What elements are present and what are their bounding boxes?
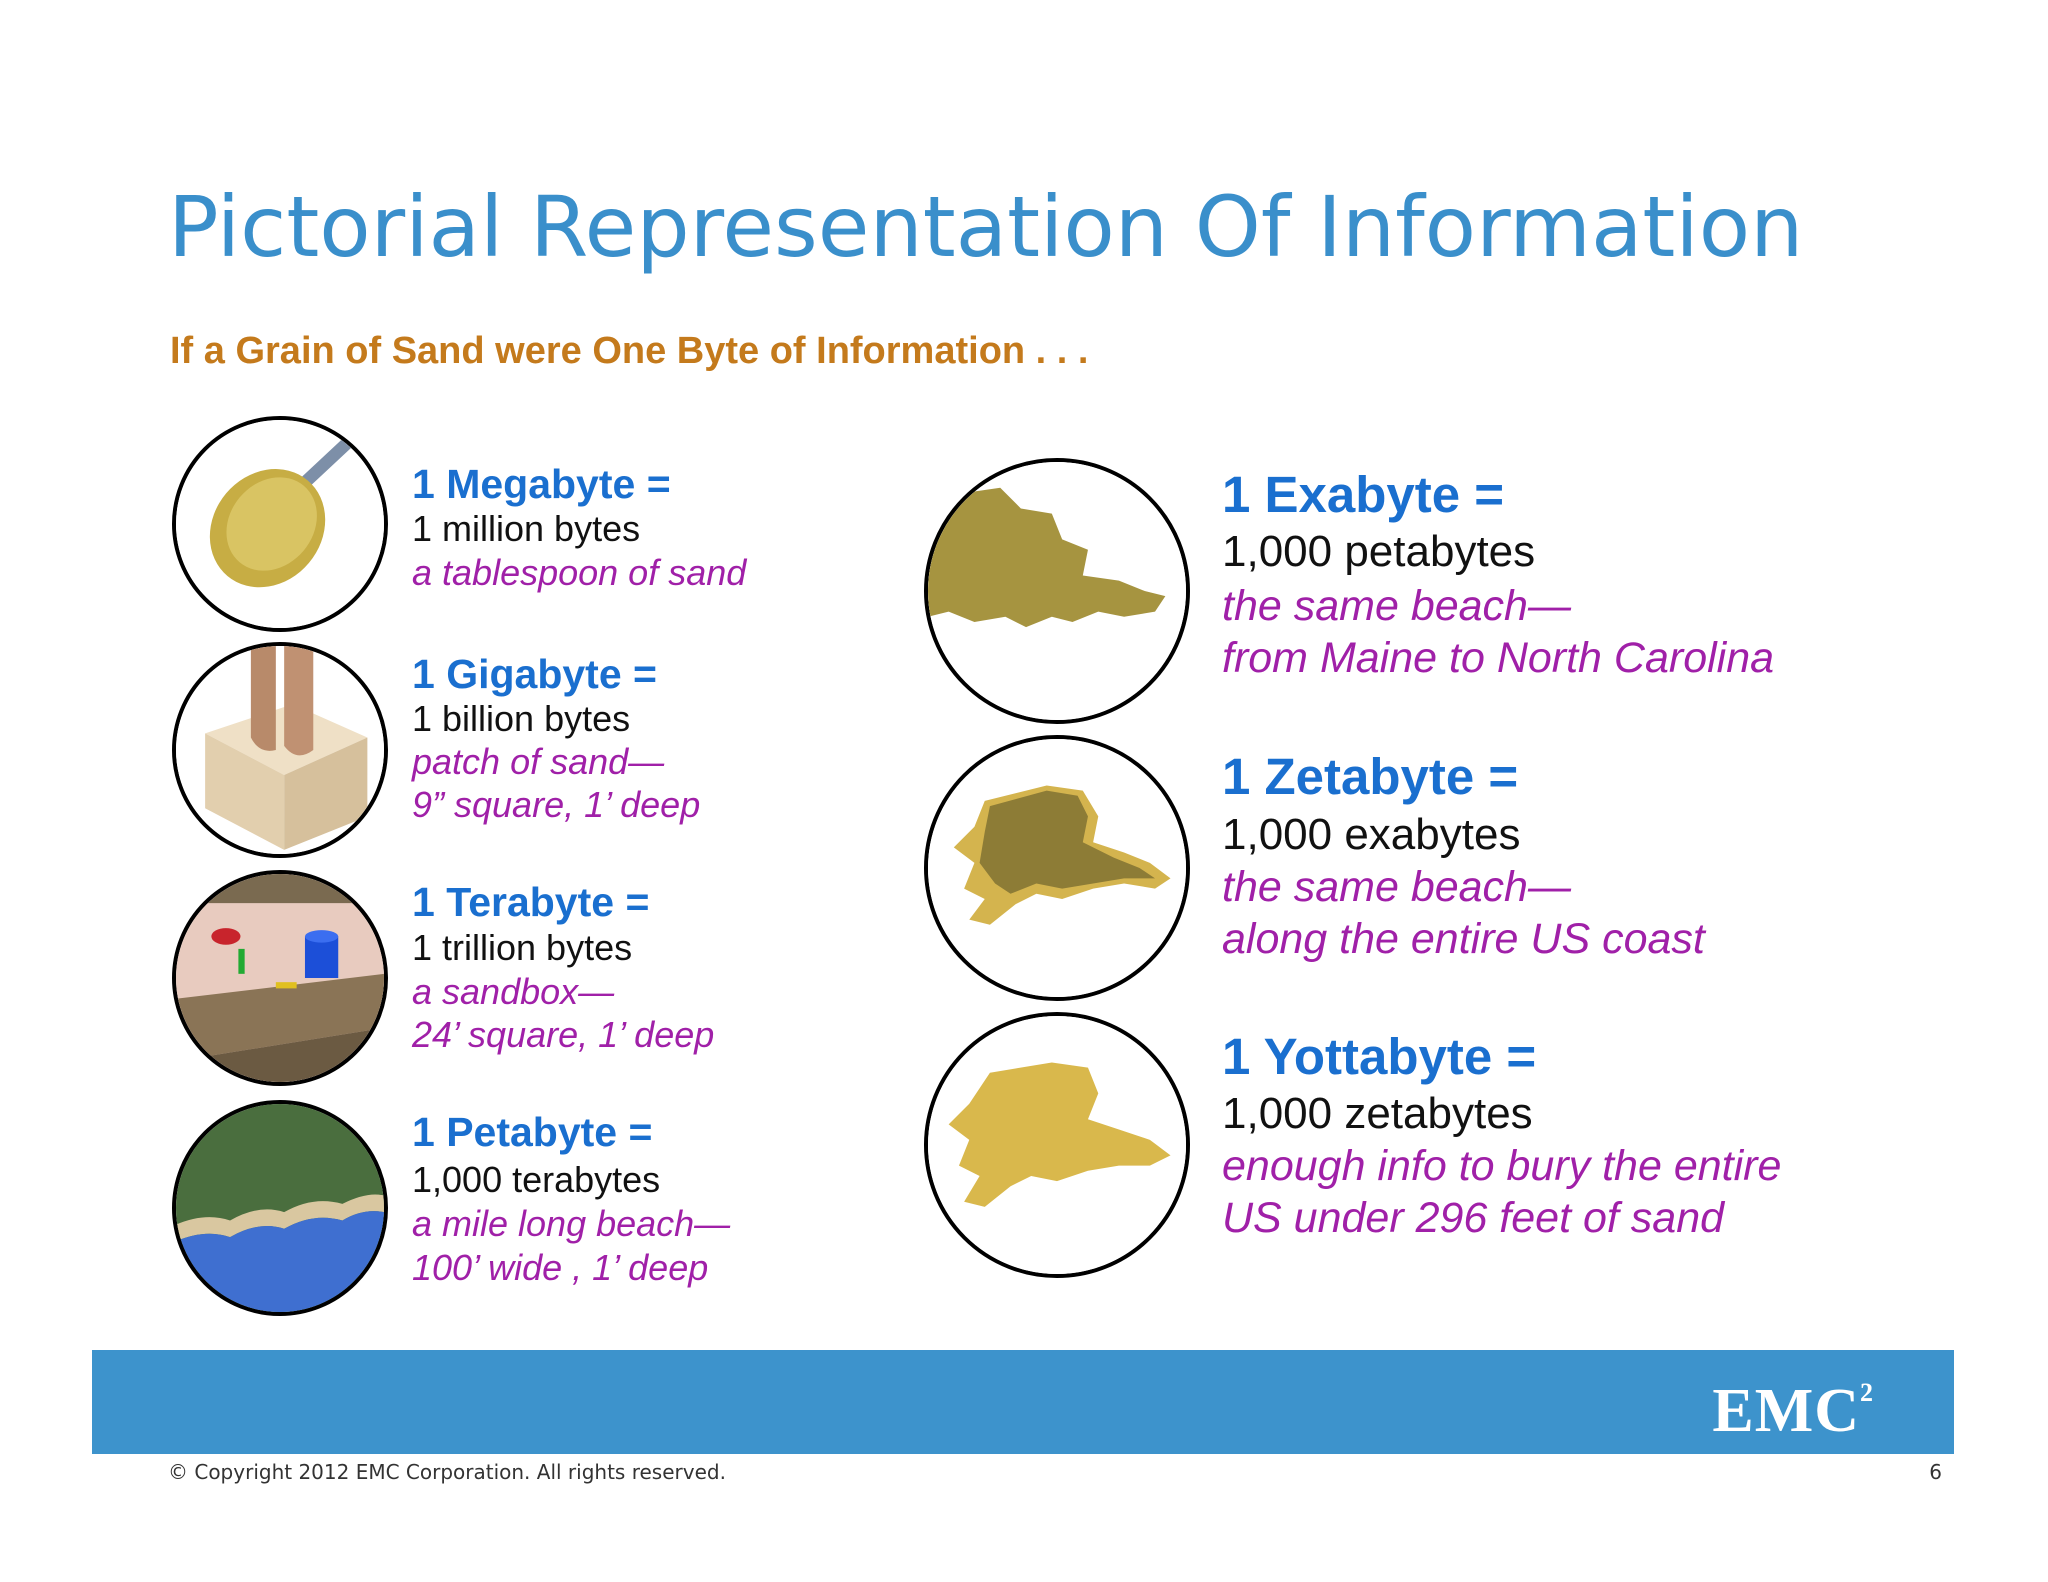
sandbox-icon bbox=[172, 870, 388, 1086]
megabyte-unit: 1 Megabyte = bbox=[412, 461, 671, 507]
copyright-text: © Copyright 2012 EMC Corporation. All ri… bbox=[168, 1460, 726, 1484]
terabyte-unit: 1 Terabyte = bbox=[412, 879, 650, 925]
terabyte-bytes: 1 trillion bytes bbox=[412, 927, 633, 968]
yottabyte-bytes: 1,000 zetabytes bbox=[1222, 1089, 1533, 1138]
page-number: 6 bbox=[1929, 1460, 1942, 1484]
exabyte-desc-line1: the same beach— bbox=[1222, 582, 1571, 630]
zetabyte-bytes: 1,000 exabytes bbox=[1222, 810, 1521, 859]
gigabyte-unit: 1 Gigabyte = bbox=[412, 651, 657, 697]
exabyte-desc-line2: from Maine to North Carolina bbox=[1222, 634, 1775, 682]
slide-subtitle: If a Grain of Sand were One Byte of Info… bbox=[170, 330, 1089, 372]
terabyte-desc-line1: a sandbox— bbox=[412, 971, 615, 1012]
slide-title: Pictorial Representation Of Information bbox=[168, 178, 1804, 276]
yottabyte-desc-line2: US under 296 feet of sand bbox=[1222, 1194, 1725, 1242]
east-coast-map-icon bbox=[924, 458, 1190, 724]
zetabyte-unit: 1 Zetabyte = bbox=[1222, 748, 1519, 805]
gigabyte-bytes: 1 billion bytes bbox=[412, 698, 631, 739]
terabyte-desc-line2: 24’ square, 1’ deep bbox=[412, 1014, 715, 1055]
gigabyte-desc-line1: patch of sand— bbox=[412, 741, 665, 782]
us-coast-map-icon bbox=[924, 735, 1190, 1001]
zetabyte-desc-line2: along the entire US coast bbox=[1222, 915, 1705, 963]
exabyte-bytes: 1,000 petabytes bbox=[1222, 527, 1536, 576]
spoon-icon bbox=[172, 416, 388, 632]
footer-bar: EMC2 bbox=[92, 1350, 1954, 1454]
yottabyte-unit: 1 Yottabyte = bbox=[1222, 1028, 1537, 1085]
petabyte-bytes: 1,000 terabytes bbox=[412, 1159, 661, 1200]
petabyte-unit: 1 Petabyte = bbox=[412, 1109, 653, 1155]
zetabyte-desc-line1: the same beach— bbox=[1222, 863, 1571, 911]
us-map-icon bbox=[924, 1012, 1190, 1278]
yottabyte-desc-line1: enough info to bury the entire bbox=[1222, 1142, 1782, 1190]
gigabyte-desc-line2: 9” square, 1’ deep bbox=[412, 784, 701, 825]
megabyte-bytes: 1 million bytes bbox=[412, 508, 641, 549]
exabyte-unit: 1 Exabyte = bbox=[1222, 466, 1505, 523]
sand-block-icon bbox=[172, 642, 388, 858]
emc-logo: EMC2 bbox=[1712, 1377, 1874, 1445]
megabyte-desc-line1: a tablespoon of sand bbox=[412, 552, 747, 593]
petabyte-desc-line2: 100’ wide , 1’ deep bbox=[412, 1247, 709, 1288]
petabyte-desc-line1: a mile long beach— bbox=[412, 1203, 731, 1244]
beach-icon bbox=[172, 1100, 388, 1316]
